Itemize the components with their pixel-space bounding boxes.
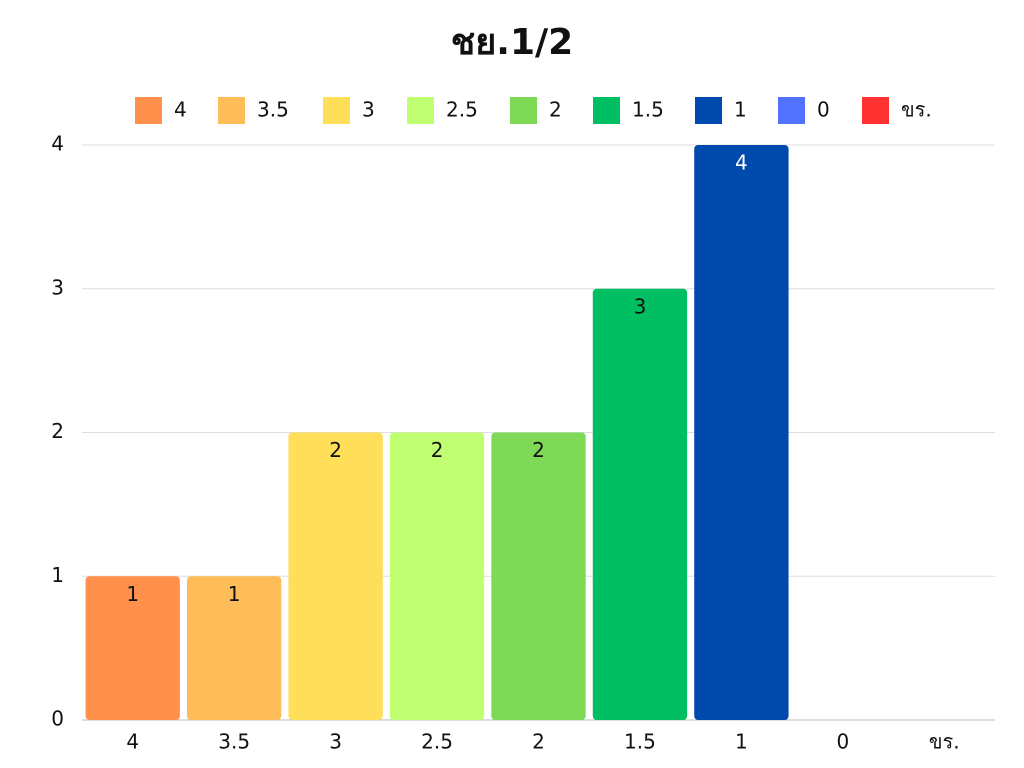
legend-label: 3 [362,98,375,122]
x-tick-label: 3 [329,730,342,754]
legend-swatch [135,97,162,124]
legend-swatch [323,97,350,124]
y-tick-label: 3 [51,275,64,299]
legend-label: 2 [549,98,562,122]
bar [85,576,180,720]
legend-label: 2.5 [446,98,478,122]
x-tick-label: 0 [836,730,849,754]
legend-label: 0 [817,98,830,122]
data-label: 2 [431,438,444,462]
x-tick-label: 1.5 [624,730,656,754]
bar [389,432,485,720]
legend-swatch [593,97,620,124]
y-tick-label: 1 [51,563,64,587]
legend-swatch [695,97,722,124]
chart-title: ชย.1/2 [451,22,573,63]
x-tick-label: 2.5 [421,730,453,754]
bar [288,432,383,720]
bar [491,432,586,720]
legend-swatch [862,97,889,124]
y-tick-label: 2 [51,419,64,443]
data-label: 2 [329,438,342,462]
bar [186,576,282,720]
data-label: 3 [634,294,647,318]
legend-swatch [778,97,805,124]
y-tick-label: 0 [51,707,64,731]
legend-swatch [218,97,245,124]
legend-label: ขร. [901,98,932,122]
legend-label: 1 [734,98,747,122]
x-tick-label: ขร. [929,730,960,754]
data-label: 4 [735,151,748,175]
legend-swatch [510,97,537,124]
x-tick-label: 4 [126,730,139,754]
x-tick-label: 1 [735,730,748,754]
legend-label: 4 [174,98,187,122]
x-tick-label: 3.5 [218,730,250,754]
x-tick-label: 2 [532,730,545,754]
data-label: 1 [228,582,241,606]
legend-swatch [407,97,434,124]
legend-label: 1.5 [632,98,664,122]
y-tick-label: 4 [51,132,64,156]
bar [694,145,789,720]
data-label: 2 [532,438,545,462]
data-label: 1 [126,582,139,606]
bar [592,288,688,720]
legend-label: 3.5 [257,98,289,122]
